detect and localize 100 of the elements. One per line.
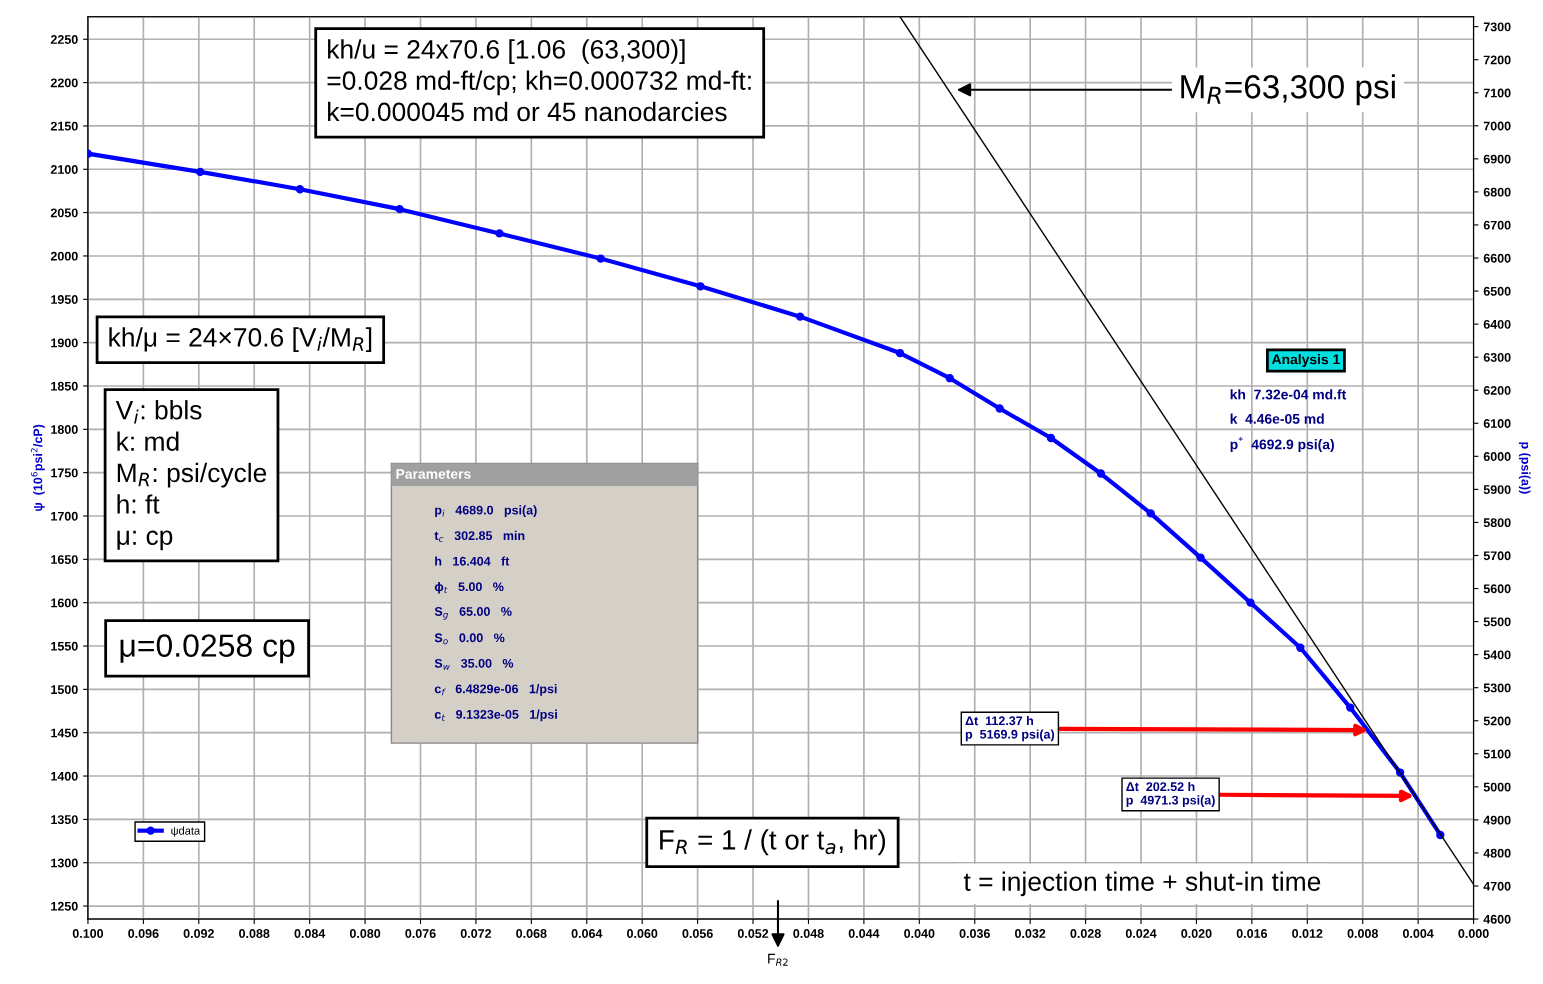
y2-tick-label: 6000 [1483, 452, 1511, 461]
y-tick-label: 1250 [51, 901, 78, 911]
annotation: p$^{*}$ 4692.9 psi(a) [1230, 436, 1334, 453]
x-tick-label: 0.076 [405, 929, 436, 938]
y2-tick-label: 6900 [1483, 154, 1511, 164]
y-tick-label: 1300 [51, 858, 78, 868]
y2-tick-label: 5800 [1483, 518, 1511, 528]
y2-tick-label: 4900 [1483, 815, 1511, 825]
legend-label: ψdata [171, 826, 201, 837]
point [995, 404, 1004, 413]
x-tick-label: 0.080 [349, 929, 381, 938]
x-tick-label: 0.028 [1070, 929, 1101, 938]
point [795, 312, 805, 321]
x-tick-label: 0.048 [793, 929, 824, 938]
point [696, 282, 705, 291]
x-tick-label: 0.044 [848, 929, 880, 938]
x-tick-label: 0.004 [1403, 929, 1434, 938]
y-tick-label: 1550 [51, 641, 78, 651]
x-tick-label: 0.064 [571, 929, 603, 938]
point [1346, 703, 1355, 712]
annotation: t = injection time + shut-in time [963, 871, 1321, 897]
x-tick-label: 0.060 [627, 929, 658, 938]
y2-tick-label: 6500 [1483, 286, 1511, 296]
point [1196, 553, 1205, 562]
y2-tick-label: 5400 [1483, 650, 1511, 660]
y-tick-label: 2200 [50, 78, 78, 88]
annotation: Analysis 1 [1271, 354, 1340, 367]
x-tick-label: 0.020 [1181, 929, 1212, 938]
y-axis-title: ψ (10$^{6}$psi$^{2}$/cP) [30, 424, 45, 511]
x-tick-label: 0.056 [682, 929, 713, 938]
annotation: h 16.404 ft [435, 556, 510, 566]
y2-tick-label: 5200 [1483, 716, 1511, 726]
annotation: F$_{R}$ = 1 / (t or t$_{a}$, hr) [660, 829, 886, 856]
point [945, 374, 954, 383]
point [895, 348, 905, 358]
y-tick-label: 1950 [51, 295, 78, 304]
point [495, 229, 504, 238]
x-tick-label: 0.068 [516, 929, 547, 938]
y-tick-label: 1800 [51, 425, 78, 434]
text: S$_{w}$ 35.00 % [434, 658, 514, 670]
point [395, 204, 404, 214]
x-tick-label: 0.008 [1347, 929, 1378, 938]
point [596, 254, 605, 263]
text: p$_{i}$ 4689.0 psi(a) [435, 505, 537, 517]
x-tick-label: 0.012 [1292, 929, 1323, 938]
x-tick-label: 0.024 [1125, 929, 1157, 938]
y2-tick-label: 6800 [1483, 187, 1511, 197]
y2-tick-label: 7200 [1483, 55, 1511, 65]
point [1296, 643, 1305, 652]
y2-tick-label: 7000 [1483, 121, 1511, 131]
y2-axis-title: p (psi(a)) [1518, 442, 1531, 494]
y-tick-label: 1350 [51, 815, 78, 825]
y-tick-label: 1750 [51, 468, 78, 478]
y-tick-label: 1850 [51, 381, 78, 391]
annotation: μ=0.0258 cp [120, 634, 295, 664]
y2-tick-label: 6700 [1483, 220, 1511, 230]
y-tick-label: 1500 [51, 685, 78, 695]
x-tick-label: 0.072 [460, 929, 492, 938]
y-tick-label: 2150 [50, 121, 78, 131]
text: t$_{c}$ 302.85 min [434, 530, 525, 543]
annotation: k 4.46e-05 md [1230, 413, 1324, 424]
point [1046, 433, 1056, 443]
y2-tick-label: 5300 [1483, 683, 1511, 693]
y2-tick-label: 6200 [1483, 386, 1511, 395]
x-tick-label: 0.052 [737, 929, 769, 938]
text: V$_{i}$: bbls k: md M$_{R}$: psi/cycle h: ft μ: cp [115, 400, 267, 551]
y-tick-label: 1900 [51, 338, 78, 348]
y2-tick-label: 5100 [1483, 749, 1511, 759]
y2-tick-label: 6100 [1483, 419, 1511, 428]
annotation: kh/μ = 24×70.6 [V$_{i}$/M$_{R}$] [109, 327, 372, 352]
y-tick-label: 2250 [50, 35, 78, 44]
y-tick-label: 1400 [51, 771, 78, 781]
x-tick-label: 0.100 [72, 929, 104, 938]
y-tick-label: 1450 [51, 728, 78, 738]
point [1246, 598, 1255, 607]
annotation: c$_{f}$ 6.4829e-06 1/psi [434, 684, 557, 696]
x-tick-label: 0.032 [1015, 929, 1046, 938]
x-tick-label: 0.036 [959, 929, 990, 938]
y2-tick-label: 5500 [1483, 617, 1511, 627]
annotation: kh/u = 24x70.6 [1.06 (63,300)] =0.028 md-ft/cp; kh=0.000732 md-ft: k=0.000045 md or 45 nanodarcies [327, 39, 751, 122]
x-tick-label: 0.088 [239, 929, 270, 938]
y2-tick-label: 4800 [1483, 848, 1511, 858]
x-tick-label: 0.084 [294, 929, 326, 938]
point [1096, 469, 1106, 478]
y2-tick-label: 7300 [1483, 22, 1511, 32]
annotation: M$_{R}$=63,300 psi [1181, 74, 1395, 106]
y2-tick-label: 5700 [1483, 551, 1511, 561]
y2-tick-label: 6400 [1483, 319, 1511, 329]
point [1146, 509, 1155, 518]
y-tick-label: 2000 [50, 251, 78, 261]
y-tick-label: 2050 [50, 208, 78, 218]
y2-tick-label: 6300 [1483, 352, 1511, 362]
text: c$_{t}$ 9.1323e-05 1/psi [434, 709, 557, 722]
y2-tick-label: 4600 [1483, 914, 1511, 924]
y2-tick-label: 5000 [1483, 782, 1511, 792]
annotation: kh 7.32e-04 md.ft [1230, 389, 1347, 400]
x-tick-label: 0.040 [904, 929, 935, 938]
y2-tick-label: 5900 [1483, 485, 1511, 495]
y-tick-label: 1700 [51, 511, 78, 521]
text: S$_{o}$ 0.00 % [434, 633, 505, 645]
